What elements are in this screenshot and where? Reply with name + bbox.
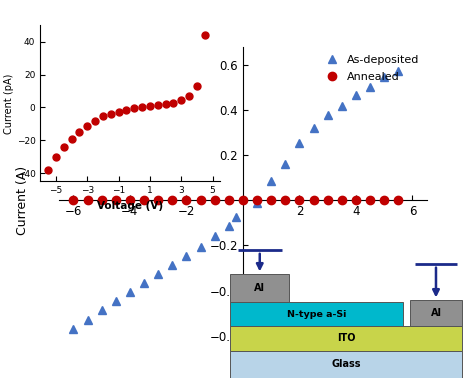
Annealed — [212, 198, 218, 203]
Annealed — [254, 198, 260, 203]
Text: Al: Al — [430, 308, 441, 318]
Legend: As-deposited, Annealed: As-deposited, Annealed — [319, 52, 421, 85]
Annealed — [155, 198, 161, 203]
Annealed — [353, 198, 359, 203]
As-deposited — [325, 112, 330, 117]
Annealed — [85, 198, 91, 203]
Line: As-deposited: As-deposited — [69, 66, 402, 333]
As-deposited — [155, 271, 161, 276]
As-deposited — [99, 307, 104, 312]
Annealed — [127, 198, 133, 203]
As-deposited — [254, 200, 260, 205]
Annealed — [99, 198, 104, 203]
As-deposited — [226, 224, 232, 229]
Bar — [230, 351, 462, 378]
Text: Glass: Glass — [331, 360, 361, 369]
Text: Voltage (V): Voltage (V) — [364, 363, 433, 376]
As-deposited — [113, 298, 118, 303]
As-deposited — [169, 262, 175, 267]
Annealed — [198, 198, 203, 203]
Annealed — [226, 198, 232, 203]
Annealed — [183, 198, 189, 203]
Text: N-type a-Si: N-type a-Si — [287, 310, 346, 319]
As-deposited — [85, 318, 91, 323]
As-deposited — [353, 93, 359, 98]
Annealed — [382, 198, 387, 203]
Annealed — [339, 198, 345, 203]
Annealed — [71, 198, 76, 203]
Annealed — [113, 198, 118, 203]
Text: ITO: ITO — [337, 333, 356, 344]
Bar — [230, 302, 403, 326]
X-axis label: Voltage (V): Voltage (V) — [97, 201, 164, 211]
As-deposited — [297, 140, 302, 145]
As-deposited — [183, 254, 189, 258]
Y-axis label: Current (pA): Current (pA) — [4, 73, 14, 133]
As-deposited — [198, 244, 203, 249]
As-deposited — [127, 289, 133, 294]
As-deposited — [268, 179, 274, 183]
Annealed — [311, 198, 317, 203]
Annealed — [141, 198, 147, 203]
Bar — [410, 300, 462, 326]
Text: Current (A): Current (A) — [16, 166, 29, 235]
As-deposited — [71, 327, 76, 332]
Annealed — [367, 198, 373, 203]
As-deposited — [233, 215, 239, 220]
As-deposited — [283, 162, 288, 167]
Annealed — [325, 198, 330, 203]
As-deposited — [212, 234, 218, 239]
Annealed — [395, 198, 401, 203]
Annealed — [268, 198, 274, 203]
As-deposited — [395, 68, 401, 73]
As-deposited — [339, 103, 345, 108]
Annealed — [297, 198, 302, 203]
Annealed — [240, 198, 246, 203]
Annealed — [283, 198, 288, 203]
As-deposited — [367, 85, 373, 90]
As-deposited — [382, 75, 387, 80]
Bar — [230, 326, 462, 351]
Text: Al: Al — [254, 283, 265, 293]
Bar — [230, 274, 289, 302]
Line: Annealed: Annealed — [69, 196, 402, 204]
As-deposited — [141, 280, 147, 285]
As-deposited — [311, 126, 317, 130]
Annealed — [169, 198, 175, 203]
